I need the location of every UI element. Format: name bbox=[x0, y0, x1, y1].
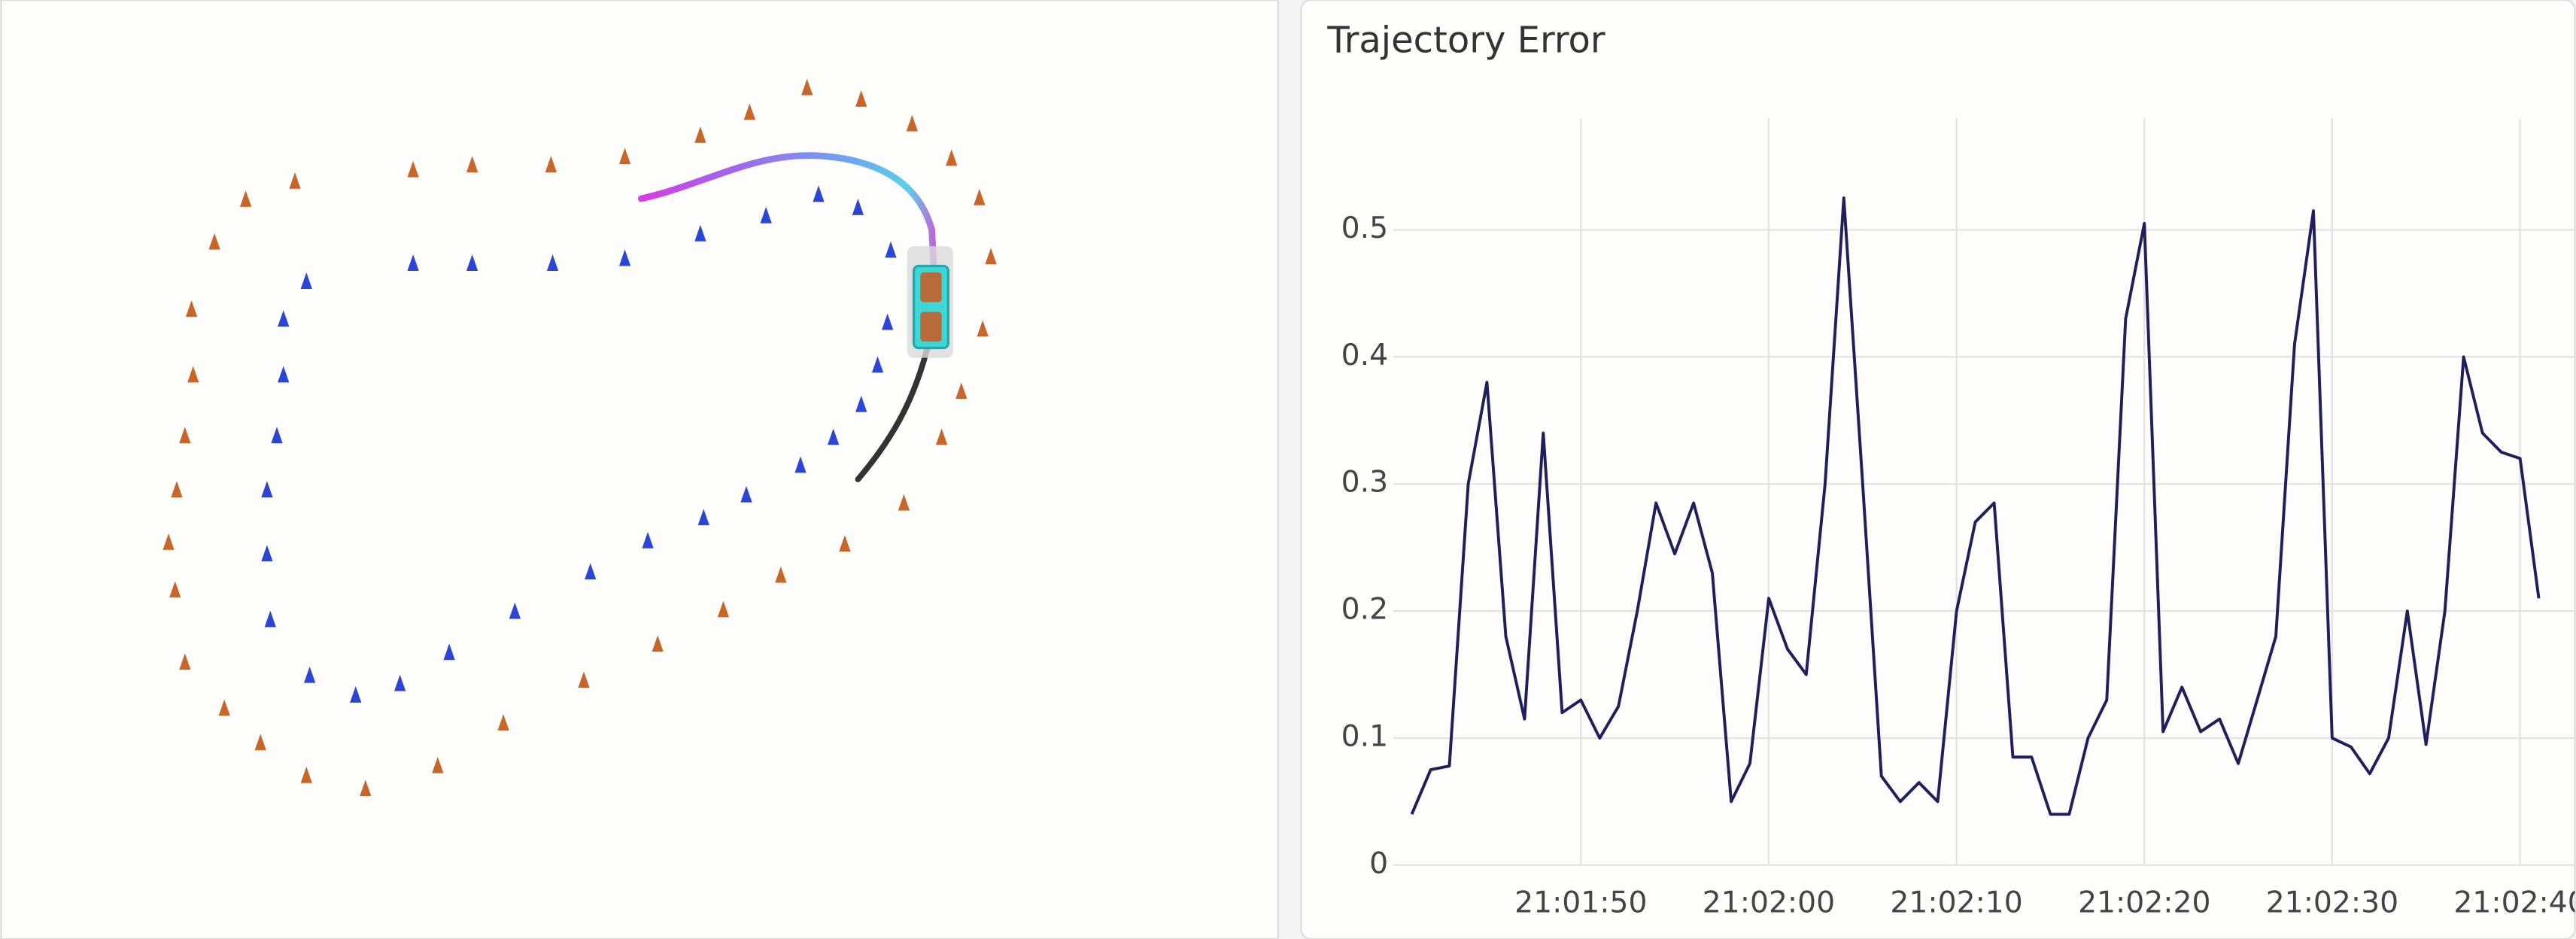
outer-cone bbox=[839, 535, 851, 552]
cones bbox=[163, 78, 997, 797]
x-tick-label: 21:02:00 bbox=[1703, 886, 1835, 920]
inner-cone bbox=[885, 241, 897, 258]
inner-cone bbox=[350, 686, 362, 703]
y-tick-label: 0.1 bbox=[1341, 719, 1388, 753]
inner-cone bbox=[546, 254, 559, 271]
inner-cone bbox=[261, 481, 273, 498]
outer-cone bbox=[985, 248, 997, 265]
outer-cone bbox=[977, 320, 989, 337]
outer-cone bbox=[407, 160, 419, 178]
outer-cone bbox=[360, 779, 372, 797]
inner-cone bbox=[828, 428, 840, 445]
inner-cone bbox=[466, 254, 478, 271]
outer-cone bbox=[801, 78, 813, 96]
plot: 0 0.1 0.2 0.3 0.4 0.5 21:01:50 21:02:00 21:02:10… bbox=[1341, 118, 2576, 920]
inner-cone bbox=[300, 272, 312, 289]
outer-cone bbox=[300, 766, 312, 783]
car bbox=[907, 246, 953, 358]
inner-cone bbox=[882, 313, 894, 330]
outer-cone bbox=[946, 149, 958, 166]
car-cabin bbox=[920, 311, 942, 342]
outer-cone bbox=[545, 156, 557, 173]
outer-cone bbox=[906, 114, 918, 132]
y-tick-label: 0 bbox=[1369, 846, 1388, 880]
x-tick-label: 21:02:10 bbox=[1890, 886, 2022, 920]
x-tick-label: 21:02:30 bbox=[2266, 886, 2398, 920]
outer-cone bbox=[898, 494, 910, 511]
x-tick-label: 21:02:40 bbox=[2453, 886, 2576, 920]
inner-cone bbox=[407, 254, 419, 271]
outer-cone bbox=[652, 635, 664, 652]
x-tick-label: 21:01:50 bbox=[1514, 886, 1647, 920]
inner-cone bbox=[394, 674, 406, 691]
inner-cone bbox=[271, 427, 283, 444]
track-panel bbox=[0, 0, 1279, 939]
outer-cone bbox=[694, 126, 706, 143]
outer-cone bbox=[289, 172, 301, 189]
outer-cone bbox=[855, 90, 867, 107]
planned-trail bbox=[637, 152, 937, 266]
y-tick-label: 0.5 bbox=[1341, 211, 1388, 245]
inner-cone bbox=[509, 602, 521, 619]
inner-cone bbox=[278, 366, 290, 383]
inner-cone bbox=[740, 485, 752, 503]
outer-cone bbox=[254, 734, 266, 751]
y-tick-label: 0.3 bbox=[1341, 466, 1388, 500]
inner-cone bbox=[585, 563, 597, 580]
inner-cone bbox=[278, 310, 290, 327]
chart-title: Trajectory Error bbox=[1326, 20, 1605, 62]
outer-cone bbox=[185, 300, 198, 318]
outer-cone bbox=[936, 428, 948, 445]
inner-cone bbox=[813, 185, 825, 202]
outer-cone bbox=[218, 699, 230, 716]
outer-cone bbox=[432, 756, 444, 773]
inner-cone bbox=[618, 249, 631, 266]
outer-cone bbox=[743, 103, 755, 120]
outer-cone bbox=[618, 147, 631, 165]
outer-cone bbox=[187, 366, 199, 383]
inner-cone bbox=[304, 666, 316, 683]
outer-cone bbox=[466, 156, 478, 173]
outer-cone bbox=[208, 232, 220, 250]
inner-cone bbox=[264, 610, 276, 628]
inner-cone bbox=[642, 531, 654, 549]
outer-cone bbox=[717, 600, 730, 618]
inner-cone bbox=[261, 545, 273, 562]
outer-cone bbox=[169, 581, 181, 598]
outer-cone bbox=[179, 653, 191, 670]
y-tick-label: 0.4 bbox=[1341, 339, 1388, 372]
outer-cone bbox=[955, 382, 968, 400]
error-line bbox=[1410, 196, 2541, 816]
outer-cone bbox=[497, 714, 509, 731]
x-tick-label: 21:02:20 bbox=[2078, 886, 2210, 920]
outer-cone bbox=[171, 481, 183, 498]
inner-cone bbox=[871, 356, 884, 373]
outer-cone bbox=[239, 190, 252, 207]
outer-cone bbox=[578, 671, 590, 688]
inner-cone bbox=[855, 395, 867, 412]
inner-cone bbox=[697, 509, 709, 526]
car-cabin bbox=[920, 272, 942, 302]
outer-cone bbox=[179, 427, 191, 444]
inner-cone bbox=[794, 456, 807, 473]
inner-cone bbox=[852, 199, 864, 215]
outer-cone bbox=[163, 533, 175, 550]
inner-cone bbox=[694, 224, 706, 242]
inner-cone bbox=[443, 643, 455, 661]
y-tick-label: 0.2 bbox=[1341, 593, 1388, 627]
outer-cone bbox=[974, 188, 986, 205]
inner-cone bbox=[760, 206, 772, 223]
outer-cone bbox=[775, 566, 787, 583]
